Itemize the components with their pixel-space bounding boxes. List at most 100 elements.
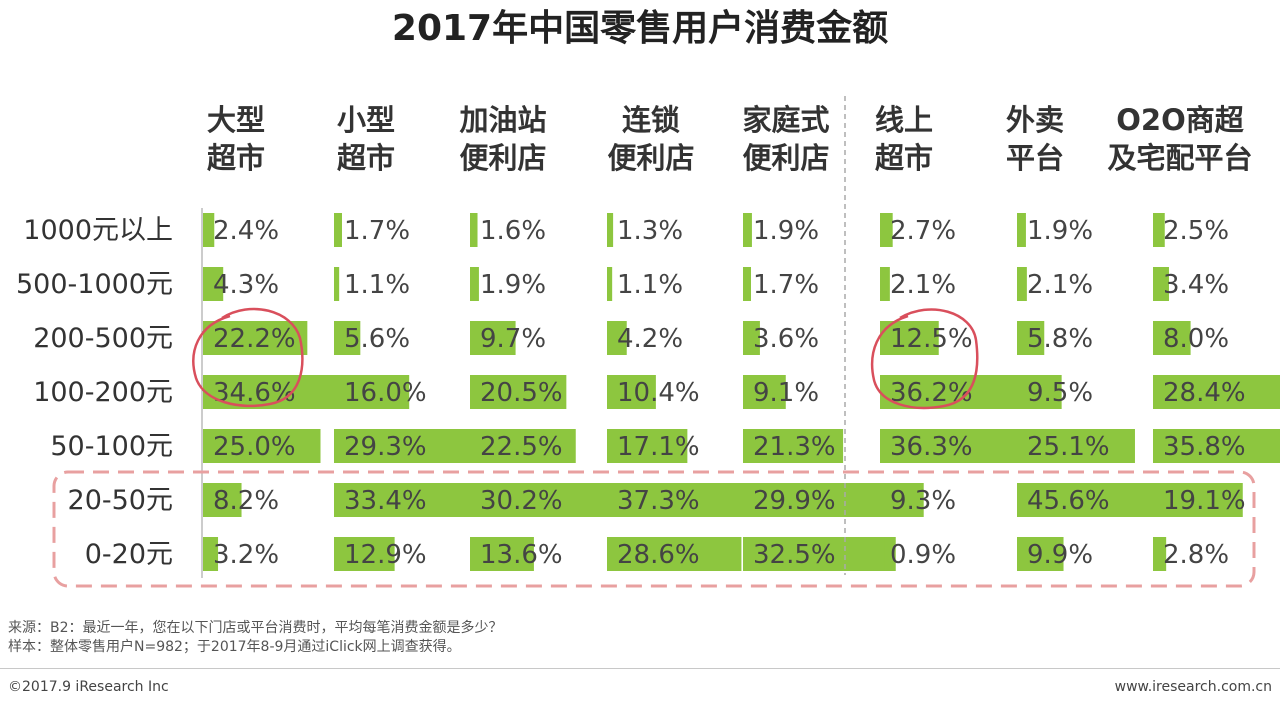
circle-annotation — [192, 307, 304, 408]
column-header-line2: 便利店 — [742, 141, 829, 175]
value-label: 37.3% — [617, 486, 700, 516]
bar — [880, 537, 885, 571]
value-label: 21.3% — [753, 432, 836, 462]
value-label: 2.1% — [1027, 270, 1093, 300]
bar — [607, 267, 613, 301]
bar — [334, 267, 340, 301]
column-header-line2: 及宅配平台 — [1107, 141, 1252, 175]
value-label: 2.7% — [890, 216, 956, 246]
value-label: 20.5% — [480, 378, 563, 408]
value-label: 1.1% — [617, 270, 683, 300]
column-header-line2: 平台 — [1006, 141, 1064, 175]
value-label: 17.1% — [617, 432, 700, 462]
value-label: 2.8% — [1163, 540, 1229, 570]
bar — [743, 213, 752, 247]
bar — [743, 537, 896, 571]
sample-note: 样本：整体零售用户N=982；于2017年8-9月通过iClick网上调查获得。 — [8, 639, 461, 655]
row-labels: 1000元以上 500-1000元 200-500元 100-200元 50-100元 2… — [16, 215, 173, 570]
site-url: www.iresearch.com.cn — [1114, 679, 1272, 695]
value-labels: 2.4%4.3%22.2%34.6%25.0%8.2%3.2%1.7%1.1%5… — [213, 216, 1246, 570]
row-label: 500-1000元 — [16, 269, 173, 300]
bar — [743, 429, 844, 463]
value-label: 1.1% — [344, 270, 410, 300]
value-label: 36.2% — [890, 378, 973, 408]
value-label: 0.9% — [890, 540, 956, 570]
bar — [607, 321, 627, 355]
value-label: 22.2% — [213, 324, 296, 354]
value-label: 16.0% — [344, 378, 427, 408]
column-header-line2: 便利店 — [607, 141, 694, 175]
value-label: 4.2% — [617, 324, 683, 354]
value-label: 25.0% — [213, 432, 296, 462]
circle-annotation — [870, 308, 979, 410]
bar — [334, 483, 491, 517]
value-label: 8.2% — [213, 486, 279, 516]
bar — [743, 321, 760, 355]
value-label: 1.7% — [344, 216, 410, 246]
bar — [334, 213, 342, 247]
value-label: 9.5% — [1027, 378, 1093, 408]
bar — [470, 429, 576, 463]
bar — [1153, 213, 1165, 247]
bar — [1153, 321, 1191, 355]
value-label: 29.3% — [344, 432, 427, 462]
bar — [203, 267, 224, 301]
bar — [334, 429, 472, 463]
value-label: 22.5% — [480, 432, 563, 462]
value-label: 9.1% — [753, 378, 819, 408]
bar — [203, 483, 242, 517]
value-label: 30.2% — [480, 486, 563, 516]
column-header-line1: 线上 — [875, 103, 933, 137]
value-label: 1.9% — [480, 270, 546, 300]
column-header-line2: 超市 — [207, 141, 265, 175]
bar — [743, 483, 884, 517]
value-label: 35.8% — [1163, 432, 1246, 462]
bar — [470, 321, 516, 355]
bar — [470, 483, 612, 517]
row-label: 0-20元 — [85, 539, 173, 570]
footer-divider — [0, 668, 1280, 669]
row-label: 50-100元 — [50, 431, 173, 462]
value-label: 28.6% — [617, 540, 700, 570]
row-label: 200-500元 — [33, 323, 173, 354]
value-label: 28.4% — [1163, 378, 1246, 408]
bar — [1017, 213, 1026, 247]
column-header-line1: 连锁 — [622, 103, 680, 137]
bar — [1017, 375, 1062, 409]
value-label: 12.5% — [890, 324, 973, 354]
value-label: 19.1% — [1163, 486, 1246, 516]
bar — [1153, 483, 1243, 517]
bar — [334, 375, 410, 409]
chart-title: 2017年中国零售用户消费金额 — [392, 7, 888, 49]
value-label: 1.7% — [753, 270, 819, 300]
column-header-line2: 超市 — [875, 141, 933, 175]
bar — [203, 537, 219, 571]
value-label: 9.9% — [1027, 540, 1093, 570]
column-header-line1: O2O商超 — [1116, 103, 1244, 137]
bar — [607, 537, 742, 571]
value-label: 45.6% — [1027, 486, 1110, 516]
value-label: 5.8% — [1027, 324, 1093, 354]
bar — [880, 267, 890, 301]
bar — [607, 429, 688, 463]
bar — [880, 213, 893, 247]
value-label: 3.4% — [1163, 270, 1229, 300]
bar — [203, 429, 321, 463]
bar — [880, 483, 924, 517]
bar-marks — [203, 213, 1280, 571]
bar — [470, 375, 567, 409]
source-note: 来源：B2：最近一年，您在以下门店或平台消费时，平均每笔消费金额是多少？ — [8, 620, 503, 636]
column-header-line1: 外卖 — [1006, 103, 1064, 137]
value-label: 13.6% — [480, 540, 563, 570]
bar — [607, 375, 656, 409]
bar — [1153, 375, 1280, 409]
column-header-line1: 小型 — [337, 103, 395, 137]
value-label: 29.9% — [753, 486, 836, 516]
bar — [203, 213, 215, 247]
bar — [470, 213, 478, 247]
value-label: 3.6% — [753, 324, 819, 354]
bar — [470, 267, 479, 301]
value-label: 9.3% — [890, 486, 956, 516]
value-label: 1.9% — [753, 216, 819, 246]
